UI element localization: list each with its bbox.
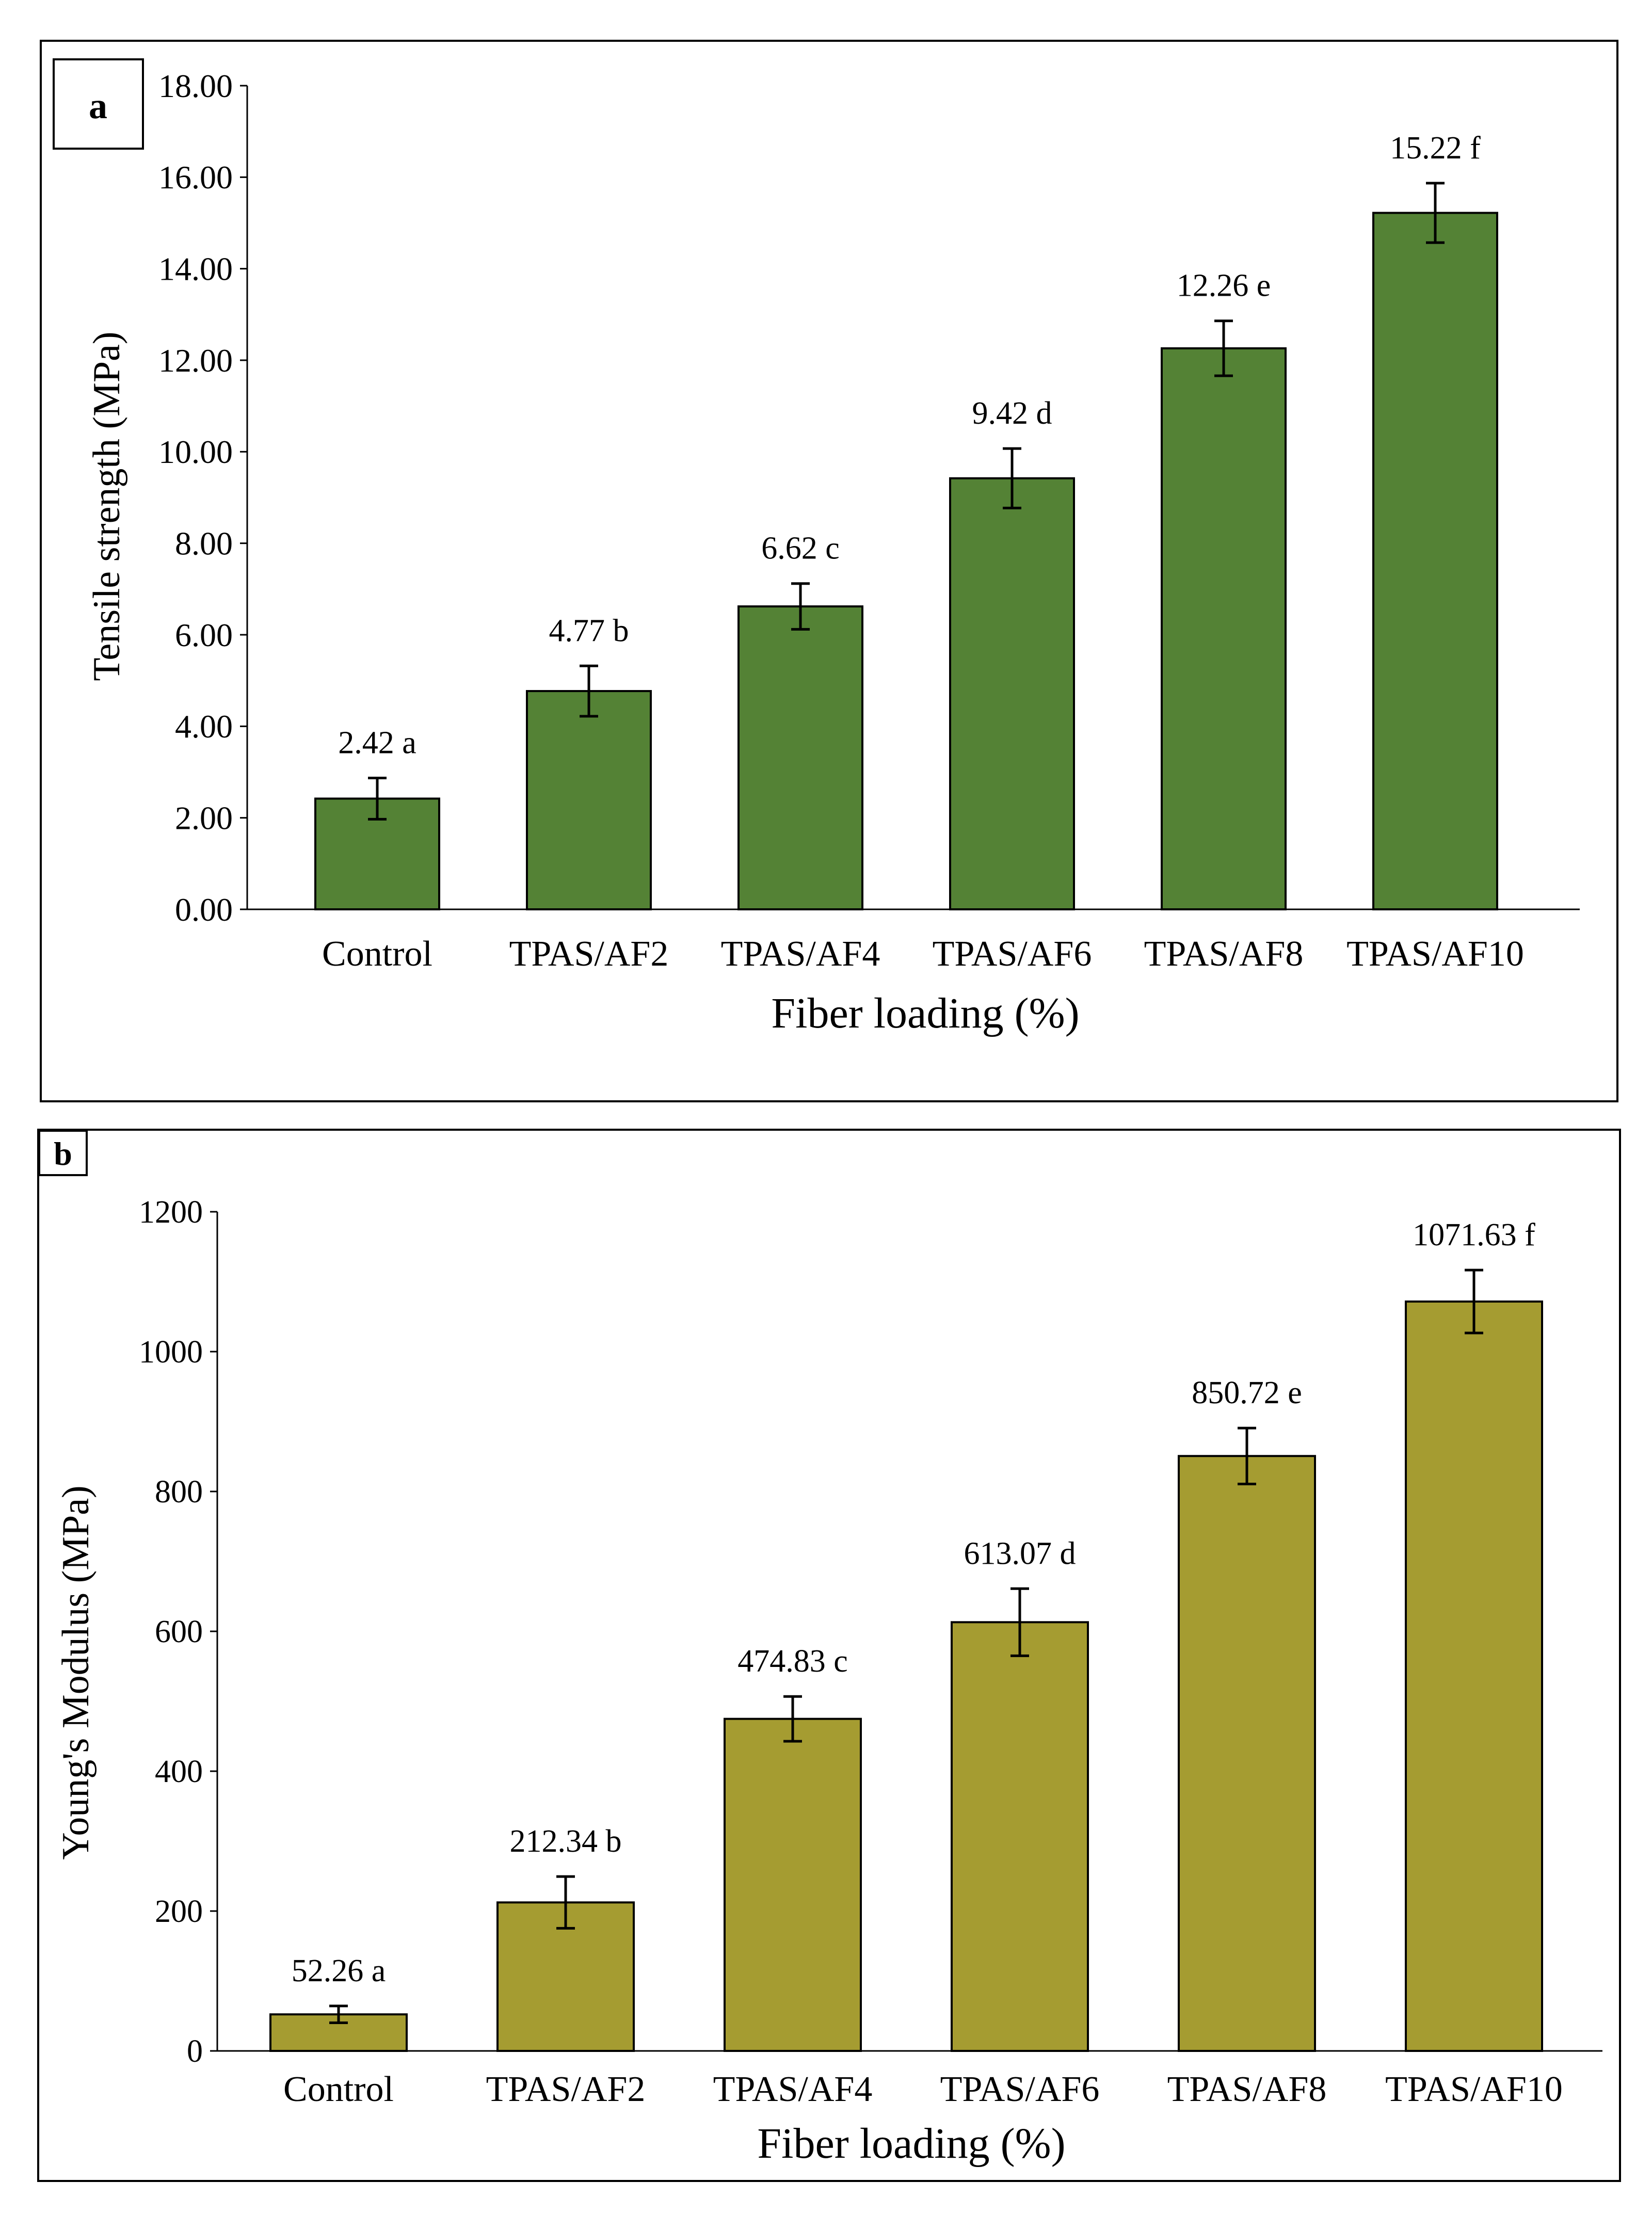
bar [526,690,652,911]
error-bar [1426,182,1445,244]
x-tick-label: Control [322,934,432,974]
x-tick-label: TPAS/AF8 [1167,2069,1327,2109]
x-tick-label: TPAS/AF10 [1346,934,1524,974]
bar [737,605,863,910]
y-tick-label: 4.00 [175,708,233,745]
y-tick-label: 200 [155,1894,203,1929]
chart-a: a 0.00 2.00 4.00 6.00 8.00 10.00 12.00 14.00 16.… [53,58,1580,1037]
x-tick-label: TPAS/AF6 [933,934,1092,974]
bar [724,1718,862,2052]
bar [1405,1300,1543,2052]
error-bar [791,582,810,631]
x-tick-label: TPAS/AF8 [1144,934,1304,974]
bar [949,477,1075,910]
y-tick-label: 10.00 [158,434,233,470]
y-tick-label: 16.00 [158,159,233,196]
panel-label-box [38,1130,88,1176]
error-bar [1214,319,1233,377]
y-axis-title: Tensile strength (MPa) [86,331,128,681]
error-bar [1238,1426,1256,1485]
x-tick-label: TPAS/AF2 [486,2069,646,2109]
error-bar [783,1695,802,1743]
y-tick-label: 800 [155,1474,203,1510]
x-tick-label: TPAS/AF2 [509,934,669,974]
x-tick-label: TPAS/AF4 [721,934,880,974]
x-tick-label: TPAS/AF6 [940,2069,1100,2109]
y-tick-label: 8.00 [175,525,233,561]
data-label: 850.72 e [1192,1375,1302,1410]
error-bar [580,664,598,718]
y-tick-label: 600 [155,1614,203,1649]
panel-b: b 0 200 400 600 800 1000 1200 52.26 a 212.34 b 4… [37,1129,1621,2182]
y-tick-label: 1000 [139,1335,203,1370]
y-tick-label: 0 [187,2034,203,2069]
data-label: 9.42 d [972,396,1052,431]
x-tick-label: Control [283,2069,394,2109]
x-tick-label: TPAS/AF10 [1385,2069,1563,2109]
data-label: 1071.63 f [1413,1217,1535,1253]
chart-b: b 0 200 400 600 800 1000 1200 52.26 a 212.34 b 4… [38,1130,1602,2168]
y-tick-label: 14.00 [158,250,233,287]
data-label: 15.22 f [1390,131,1481,166]
panel-label-box [53,58,144,150]
data-label: 474.83 c [737,1644,848,1679]
bar [951,1621,1089,2052]
error-bar [1465,1269,1483,1335]
x-tick-label: TPAS/AF4 [713,2069,873,2109]
error-bar [556,1875,575,1930]
data-label: 4.77 b [549,613,629,648]
y-tick-label: 6.00 [175,617,233,653]
panel-label: a [89,85,107,126]
bar [1372,212,1498,911]
data-label: 2.42 a [338,726,416,761]
panel-label: b [54,1135,72,1172]
error-bar [1003,447,1021,509]
y-tick-label: 1200 [139,1195,203,1230]
data-label: 212.34 b [510,1824,622,1859]
y-tick-label: 400 [155,1754,203,1789]
y-axis-title: Young's Modulus (MPa) [55,1485,97,1859]
data-label: 52.26 a [292,1953,386,1988]
data-label: 613.07 d [964,1536,1076,1571]
error-bar [1011,1587,1029,1657]
data-label: 6.62 c [761,531,840,566]
y-tick-label: 2.00 [175,799,233,836]
y-tick-label: 18.00 [158,68,233,104]
data-label: 12.26 e [1177,268,1271,303]
y-tick-label: 12.00 [158,342,233,379]
x-axis-title: Fiber loading (%) [757,2120,1065,2168]
bar [1178,1455,1316,2052]
error-bar [329,2004,348,2024]
panel-a: a 0.00 2.00 4.00 6.00 8.00 10.00 12.00 14.00 16.… [40,40,1618,1102]
error-bar [368,777,387,821]
bar [1161,347,1287,910]
x-axis-title: Fiber loading (%) [771,989,1079,1037]
y-tick-label: 0.00 [175,891,233,928]
